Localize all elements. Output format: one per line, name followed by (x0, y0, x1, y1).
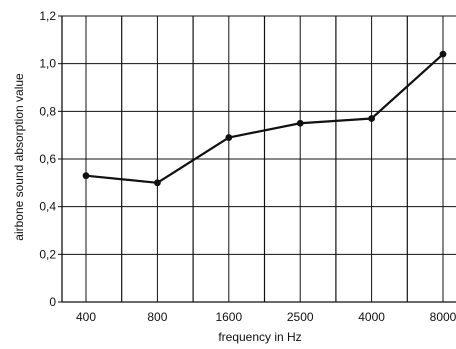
data-point (82, 172, 90, 180)
y-tick-label: 0 (49, 295, 56, 309)
x-tick-label: 8000 (430, 310, 456, 324)
series (82, 50, 447, 187)
y-tick-label: 0,6 (39, 152, 56, 166)
y-axis-label: airbone sound absorption value (12, 73, 26, 241)
x-tick-label: 400 (76, 310, 96, 324)
series-line (85, 53, 444, 184)
data-point (225, 134, 233, 141)
x-tick-label: 800 (147, 310, 167, 324)
y-tick-label: 1,2 (39, 9, 56, 23)
y-tick-label: 0,8 (39, 104, 56, 118)
data-point (439, 50, 447, 58)
data-point (368, 115, 375, 122)
data-point (154, 179, 161, 187)
y-tick-labels: 0 0,2 0,4 0,6 0,8 1,0 1,2 (39, 9, 62, 309)
data-point (296, 119, 304, 127)
x-tick-label: 1600 (215, 310, 242, 324)
y-tick-label: 0,4 (39, 200, 56, 214)
x-axis-label: frequency in Hz (218, 330, 301, 344)
y-tick-label: 1,0 (39, 57, 56, 71)
x-tick-labels: 400 800 1600 2500 4000 8000 (76, 310, 456, 324)
x-tick-label: 2500 (287, 310, 314, 324)
y-tick-label: 0,2 (39, 247, 56, 261)
x-tick-label: 4000 (358, 310, 385, 324)
grid-lines (62, 15, 456, 302)
